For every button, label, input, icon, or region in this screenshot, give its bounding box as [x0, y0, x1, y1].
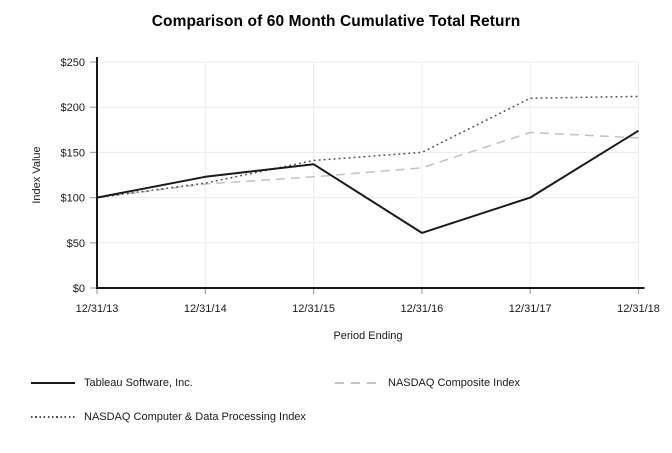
series-line-solid	[96, 129, 640, 234]
x-tick-label: 12/31/16	[400, 303, 443, 315]
y-tick-label: $150	[61, 147, 85, 159]
x-tick-label: 12/31/18	[617, 303, 660, 315]
dashed-line-swatch-icon	[335, 382, 379, 384]
y-tick-label: $0	[73, 283, 85, 295]
x-tick-label: 12/31/15	[292, 303, 335, 315]
y-tick-label: $50	[67, 238, 85, 250]
y-tick-label: $200	[61, 102, 85, 114]
chart-title: Comparison of 60 Month Cumulative Total …	[151, 13, 521, 30]
series-line-dotted	[96, 95, 639, 199]
legend-item-nasdaq-composite: NASDAQ Composite Index	[335, 376, 520, 390]
legend-label: Tableau Software, Inc.	[84, 377, 193, 389]
chart-svg: $0 $50 $100 $150 $200 $250 12/31/13 12/31/14 12/…	[61, 57, 660, 315]
legend-item-tableau: Tableau Software, Inc.	[31, 376, 193, 390]
y-tick-label: $250	[61, 57, 85, 69]
y-tick-label: $100	[61, 193, 85, 205]
y-axis-title: Index Value	[31, 146, 43, 204]
solid-line-swatch-icon	[31, 382, 75, 384]
x-tick-label: 12/31/13	[76, 303, 119, 315]
legend-item-nasdaq-computer: NASDAQ Computer & Data Processing Index	[31, 410, 306, 424]
dotted-line-swatch-icon	[31, 416, 75, 418]
x-tick-label: 12/31/14	[184, 303, 227, 315]
x-axis-title: Period Ending	[333, 330, 403, 342]
series-line-dashed	[96, 131, 639, 199]
x-tick-label: 12/31/17	[509, 303, 552, 315]
legend-label: NASDAQ Composite Index	[388, 377, 521, 389]
legend-label: NASDAQ Computer & Data Processing Index	[84, 411, 306, 423]
